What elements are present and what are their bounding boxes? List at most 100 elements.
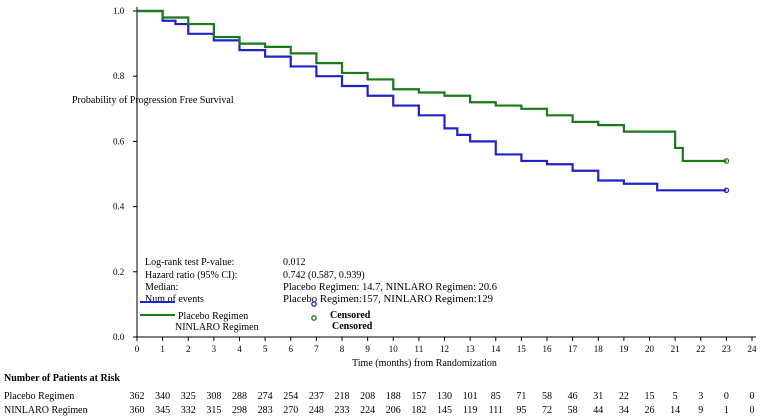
- y-tick-label: 0.0: [113, 332, 125, 342]
- x-tick-label: 1: [160, 344, 165, 354]
- x-tick-label: 18: [594, 344, 604, 354]
- risk-cell: 34: [618, 405, 629, 416]
- x-tick-label: 24: [748, 344, 758, 354]
- risk-cell: 0: [723, 391, 729, 402]
- risk-cell: 1: [723, 405, 729, 416]
- legend-placebo-censor-marker: [311, 301, 317, 307]
- risk-cell: 182: [411, 405, 427, 416]
- x-tick-label: 16: [543, 344, 553, 354]
- events-label: Num of events: [145, 294, 204, 305]
- risk-cell: 340: [155, 391, 171, 402]
- risk-cell: 288: [232, 391, 247, 402]
- risk-cell: 345: [155, 405, 171, 416]
- x-tick-label: 6: [289, 344, 294, 354]
- risk-cell: 360: [129, 405, 145, 416]
- x-tick-label: 21: [671, 344, 680, 354]
- x-tick-label: 20: [645, 344, 655, 354]
- risk-cell: 26: [644, 405, 655, 416]
- risk-cell: 0: [749, 405, 755, 416]
- x-tick-label: 19: [619, 344, 629, 354]
- risk-cell: 85: [490, 391, 501, 402]
- events-value: Placebo Regimen:157, NINLARO Regimen:129: [283, 294, 493, 305]
- risk-cell: 224: [360, 405, 376, 416]
- series-line-ninlaro: [137, 9, 727, 163]
- legend: Placebo Regimen NINLARO Regimen Censored…: [140, 301, 373, 333]
- risk-cell: 5: [672, 391, 678, 402]
- legend-placebo-label: Placebo Regimen: [178, 311, 248, 322]
- risk-cell: 206: [385, 405, 401, 416]
- risk-cell: 130: [437, 391, 452, 402]
- x-tick-label: 8: [340, 344, 345, 354]
- risk-cell: 14: [670, 405, 681, 416]
- x-tick-label: 22: [696, 344, 705, 354]
- risk-row-label: Placebo Regimen: [4, 391, 75, 402]
- risk-table-title: Number of Patients at Risk: [4, 373, 120, 384]
- x-tick-label: 17: [568, 344, 578, 354]
- risk-cell: 111: [488, 405, 503, 416]
- legend-censored-placebo: Censored: [330, 310, 371, 321]
- risk-cell: 218: [334, 391, 350, 402]
- risk-cell: 315: [206, 405, 222, 416]
- legend-ninlaro-censor-marker: [311, 315, 317, 321]
- y-tick-label: 0.4: [113, 202, 125, 212]
- risk-cell: 0: [749, 391, 755, 402]
- x-tick-label: 4: [237, 344, 242, 354]
- risk-cell: 325: [180, 391, 196, 402]
- risk-cell: 270: [283, 405, 299, 416]
- risk-cell: 58: [542, 391, 552, 402]
- x-tick-label: 5: [263, 344, 268, 354]
- x-tick-label: 0: [135, 344, 140, 354]
- pvalue-value: 0.012: [283, 257, 306, 268]
- risk-cell: 101: [462, 391, 478, 402]
- x-tick-label: 9: [365, 344, 370, 354]
- y-tick-label: 0.6: [113, 136, 125, 146]
- y-tick-label: 1.0: [113, 6, 125, 16]
- censor-marker: [723, 158, 730, 164]
- y-axis-label: Probability of Progression Free Survival: [72, 95, 234, 106]
- x-tick-label: 2: [186, 344, 191, 354]
- hr-value: 0.742 (0.587, 0.939): [283, 270, 365, 281]
- risk-cell: 362: [129, 391, 145, 402]
- stats-block: Log-rank test P-value: 0.012 Hazard rati…: [145, 257, 497, 305]
- risk-cell: 72: [542, 405, 552, 416]
- risk-cell: 254: [283, 391, 299, 402]
- legend-censored-ninlaro: Censored: [332, 321, 373, 332]
- risk-cell: 3: [698, 391, 704, 402]
- risk-cell: 248: [308, 405, 324, 416]
- risk-cell: 308: [206, 391, 222, 402]
- x-tick-label: 11: [415, 344, 424, 354]
- risk-cell: 145: [437, 405, 452, 416]
- x-tick-label: 14: [491, 344, 501, 354]
- legend-ninlaro-label: NINLARO Regimen: [175, 322, 259, 333]
- y-tick-label: 0.8: [113, 71, 125, 81]
- x-tick-label: 3: [212, 344, 217, 354]
- median-value: Placebo Regimen: 14.7, NINLARO Regimen: …: [283, 282, 497, 293]
- x-tick-label: 10: [389, 344, 399, 354]
- risk-row-label: NINLARO Regimen: [4, 405, 88, 416]
- x-tick-label: 15: [517, 344, 527, 354]
- x-tick-label: 13: [466, 344, 476, 354]
- risk-cell: 15: [644, 391, 655, 402]
- x-tick-label: 12: [440, 344, 449, 354]
- censor-marker: [723, 187, 730, 194]
- risk-cell: 22: [618, 391, 629, 402]
- km-chart: 0.00.20.40.60.81.00 1 2 3 4 5 6 7 8 9 10 11 12 13 14 15…: [72, 6, 758, 369]
- x-axis-label: Time (months) from Randomization: [352, 358, 497, 369]
- risk-cell: 46: [567, 391, 578, 402]
- y-tick-label: 0.2: [113, 267, 124, 277]
- risk-cell: 95: [516, 405, 527, 416]
- median-label: Median:: [145, 282, 178, 293]
- hr-label: Hazard ratio (95% CI):: [145, 270, 237, 281]
- risk-cell: 298: [232, 405, 247, 416]
- risk-cell: 332: [180, 405, 196, 416]
- risk-cell: 31: [593, 391, 604, 402]
- pvalue-label: Log-rank test P-value:: [145, 257, 234, 268]
- risk-cell: 58: [567, 405, 578, 416]
- risk-cell: 119: [462, 405, 478, 416]
- risk-cell: 71: [516, 391, 527, 402]
- risk-cell: 44: [593, 405, 604, 416]
- risk-cell: 9: [698, 405, 704, 416]
- x-tick-label: 7: [314, 344, 319, 354]
- risk-cell: 188: [385, 391, 401, 402]
- x-tick-label: 23: [722, 344, 732, 354]
